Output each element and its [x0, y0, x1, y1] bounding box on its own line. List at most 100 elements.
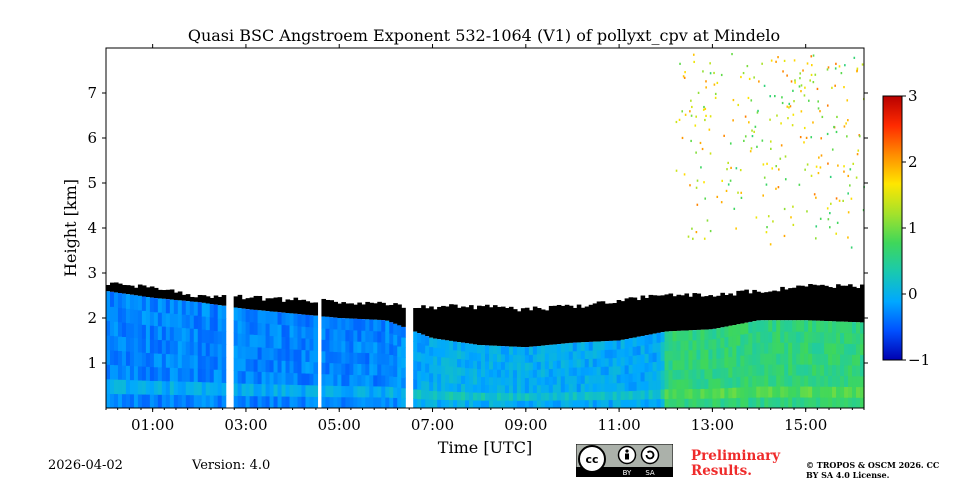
- heatmap-cell: [421, 334, 426, 345]
- cloud-cell: [325, 299, 331, 317]
- heatmap-cell: [800, 320, 805, 332]
- heatmap-cell: [776, 364, 781, 376]
- heatmap-cell: [736, 376, 741, 388]
- scatter-point: [799, 77, 801, 80]
- cloud-cell: [756, 291, 761, 321]
- cloud-cell: [620, 301, 626, 340]
- cloud-cell: [369, 302, 374, 320]
- heatmap-cell: [373, 330, 378, 343]
- heatmap-cell: [580, 383, 586, 393]
- scatter-point: [691, 105, 693, 109]
- heatmap-cell: [149, 394, 155, 409]
- heatmap-cell: [696, 378, 702, 389]
- heatmap-cell: [169, 313, 175, 328]
- heatmap-cell: [684, 369, 690, 380]
- scatter-point: [783, 207, 786, 211]
- heatmap-cell: [397, 325, 402, 337]
- heatmap-cell: [492, 400, 498, 409]
- cloud-cell: [724, 294, 729, 327]
- heatmap-cell: [624, 373, 630, 383]
- cloud-cell: [564, 304, 570, 344]
- heatmap-cell: [820, 397, 825, 409]
- heatmap-cell: [856, 386, 861, 398]
- scatter-point: [809, 79, 811, 82]
- heatmap-cell: [245, 395, 251, 409]
- heatmap-cell: [488, 368, 494, 378]
- scatter-point: [756, 111, 759, 114]
- cloud-cell: [644, 297, 650, 336]
- heatmap-cell: [385, 386, 390, 398]
- heatmap-cell: [820, 386, 825, 398]
- heatmap-cell: [632, 346, 638, 356]
- heatmap-cell: [672, 369, 678, 380]
- colorbar-tick-label: 1: [908, 219, 918, 237]
- heatmap-cell: [125, 294, 131, 309]
- heatmap-cell: [848, 321, 853, 334]
- heatmap-cell: [508, 354, 514, 363]
- heatmap-cell: [516, 354, 522, 363]
- heatmap-cell: [596, 374, 602, 384]
- heatmap-cell: [564, 399, 570, 409]
- heatmap-cell: [345, 329, 350, 342]
- heatmap-cell: [125, 351, 131, 366]
- heatmap-cell: [113, 292, 119, 308]
- heatmap-cell: [117, 336, 123, 352]
- cloud-cell: [720, 292, 725, 328]
- heatmap-cell: [804, 353, 809, 365]
- heatmap-cell: [652, 333, 658, 344]
- heatmap-cell: [764, 397, 769, 409]
- heatmap-cell: [752, 353, 757, 366]
- scatter-point: [753, 130, 755, 133]
- heatmap-cell: [632, 337, 638, 347]
- heatmap-cell: [528, 385, 534, 394]
- heatmap-cell: [588, 383, 594, 392]
- scatter-point: [812, 80, 815, 84]
- heatmap-cell: [309, 396, 315, 409]
- heatmap-cell: [485, 400, 490, 409]
- heatmap-cell: [461, 342, 466, 352]
- heatmap-cell: [572, 367, 578, 376]
- heatmap-cell: [768, 386, 773, 398]
- scatter-point: [704, 197, 707, 200]
- cloud-cell: [616, 300, 622, 341]
- heatmap-cell: [804, 342, 809, 354]
- heatmap-cell: [612, 382, 618, 392]
- scatter-point: [755, 216, 758, 219]
- heatmap-cell: [201, 381, 207, 396]
- heatmap-cell: [768, 342, 773, 354]
- heatmap-cell: [125, 336, 131, 352]
- heatmap-cell: [285, 360, 291, 373]
- heatmap-cell: [544, 353, 550, 362]
- heatmap-cell: [329, 396, 334, 409]
- heatmap-cell: [696, 329, 702, 341]
- heatmap-cell: [520, 392, 526, 401]
- heatmap-cell: [524, 369, 530, 379]
- cloud-cell: [764, 292, 769, 321]
- cloud-cell: [217, 296, 223, 306]
- heatmap-cell: [433, 355, 438, 366]
- heatmap-cell: [449, 399, 454, 409]
- heatmap-cell: [560, 391, 566, 401]
- heatmap-cell: [181, 367, 187, 382]
- heatmap-cell: [441, 339, 446, 349]
- heatmap-cell: [397, 335, 402, 347]
- heatmap-cell: [504, 354, 510, 363]
- cloud-cell: [732, 295, 737, 326]
- heatmap-cell: [672, 379, 678, 390]
- heatmap-cell: [393, 334, 398, 346]
- heatmap-cell: [632, 372, 638, 383]
- scatter-point: [838, 199, 841, 202]
- scatter-point: [805, 136, 808, 139]
- heatmap-cell: [453, 374, 458, 384]
- heatmap-cell: [752, 321, 757, 333]
- heatmap-cell: [824, 386, 829, 398]
- heatmap-cell: [504, 384, 510, 394]
- heatmap-cell: [640, 353, 646, 364]
- heatmap-cell: [261, 310, 267, 324]
- heatmap-cell: [337, 351, 342, 364]
- scatter-point: [770, 147, 772, 150]
- scatter-point: [708, 128, 711, 131]
- cloud-cell: [265, 298, 271, 312]
- cloud-cell: [117, 283, 123, 294]
- cloud-cell: [201, 295, 207, 303]
